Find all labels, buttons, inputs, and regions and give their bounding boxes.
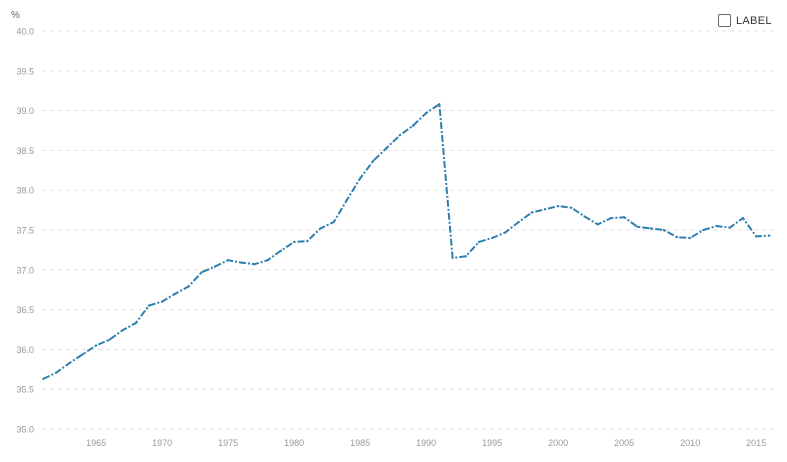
label-toggle-text: LABEL bbox=[736, 14, 772, 27]
data-point bbox=[517, 220, 520, 224]
data-point bbox=[121, 329, 124, 332]
y-tick-label: 40.0 bbox=[16, 27, 34, 37]
y-tick-label: 37.0 bbox=[16, 265, 34, 275]
data-point bbox=[623, 216, 626, 219]
data-point bbox=[266, 259, 269, 262]
data-point bbox=[491, 236, 494, 240]
x-tick-label: 1965 bbox=[86, 438, 106, 448]
data-point bbox=[557, 205, 560, 208]
y-tick-label: 37.5 bbox=[16, 226, 34, 236]
data-point bbox=[728, 226, 731, 229]
data-point bbox=[134, 322, 137, 325]
data-point bbox=[715, 224, 718, 228]
data-point bbox=[372, 159, 375, 162]
y-tick-label: 36.0 bbox=[16, 345, 34, 355]
series-line bbox=[42, 103, 770, 380]
data-point bbox=[108, 338, 111, 341]
data-point bbox=[213, 265, 217, 268]
data-point bbox=[332, 220, 335, 224]
data-point bbox=[227, 259, 230, 262]
data-point bbox=[425, 111, 428, 115]
data-point bbox=[477, 240, 481, 244]
label-toggle[interactable]: LABEL bbox=[718, 14, 772, 27]
data-point bbox=[583, 215, 586, 218]
data-point bbox=[68, 361, 71, 365]
data-point bbox=[240, 261, 243, 264]
data-point bbox=[755, 235, 758, 238]
x-tick-label: 1970 bbox=[152, 438, 172, 448]
data-point bbox=[438, 103, 441, 106]
x-tick-label: 2005 bbox=[614, 438, 634, 448]
data-point bbox=[636, 225, 639, 228]
x-tick-label: 1975 bbox=[218, 438, 238, 448]
x-tick-label: 2000 bbox=[548, 438, 568, 448]
data-point bbox=[200, 271, 203, 274]
data-point bbox=[95, 344, 98, 347]
y-tick-label: 35.0 bbox=[16, 425, 34, 435]
data-point bbox=[42, 377, 45, 380]
data-point bbox=[55, 371, 58, 374]
x-tick-label: 2015 bbox=[746, 438, 766, 448]
data-point bbox=[451, 256, 454, 259]
y-axis-unit-label: % bbox=[11, 10, 20, 21]
data-point bbox=[675, 236, 679, 239]
data-point bbox=[530, 211, 533, 214]
data-point bbox=[504, 231, 507, 234]
data-point bbox=[345, 198, 349, 201]
x-tick-label: 1985 bbox=[350, 438, 370, 448]
data-point bbox=[543, 208, 547, 211]
y-tick-label: 39.0 bbox=[16, 106, 34, 116]
data-point bbox=[464, 255, 467, 258]
data-point bbox=[702, 228, 705, 232]
data-point bbox=[253, 263, 256, 266]
data-point bbox=[398, 134, 401, 137]
data-point bbox=[279, 249, 283, 252]
data-point bbox=[570, 206, 573, 209]
y-tick-label: 35.5 bbox=[16, 385, 34, 395]
x-tick-label: 2010 bbox=[680, 438, 700, 448]
data-point bbox=[385, 146, 388, 150]
grid-lines bbox=[42, 30, 776, 430]
data-point bbox=[147, 304, 151, 307]
data-point bbox=[411, 124, 415, 127]
data-point bbox=[187, 285, 190, 288]
x-tick-label: 1980 bbox=[284, 438, 304, 448]
data-point bbox=[319, 227, 322, 230]
data-point bbox=[293, 240, 296, 244]
y-tick-label: 38.5 bbox=[16, 146, 34, 156]
data-point bbox=[359, 177, 362, 180]
data-point bbox=[161, 300, 164, 303]
x-tick-label: 1995 bbox=[482, 438, 502, 448]
y-tick-label: 39.5 bbox=[16, 66, 34, 76]
data-point bbox=[596, 223, 599, 226]
data-point bbox=[662, 228, 665, 232]
data-point bbox=[609, 216, 613, 220]
label-checkbox[interactable] bbox=[718, 14, 731, 27]
data-point bbox=[174, 292, 177, 295]
data-point bbox=[768, 234, 771, 237]
x-tick-label: 1990 bbox=[416, 438, 436, 448]
data-point bbox=[649, 227, 652, 230]
y-tick-label: 38.0 bbox=[16, 186, 34, 196]
data-point bbox=[741, 216, 745, 220]
y-tick-label: 36.5 bbox=[16, 305, 34, 315]
data-point bbox=[689, 236, 692, 240]
data-point bbox=[81, 353, 85, 356]
data-point bbox=[306, 240, 309, 243]
